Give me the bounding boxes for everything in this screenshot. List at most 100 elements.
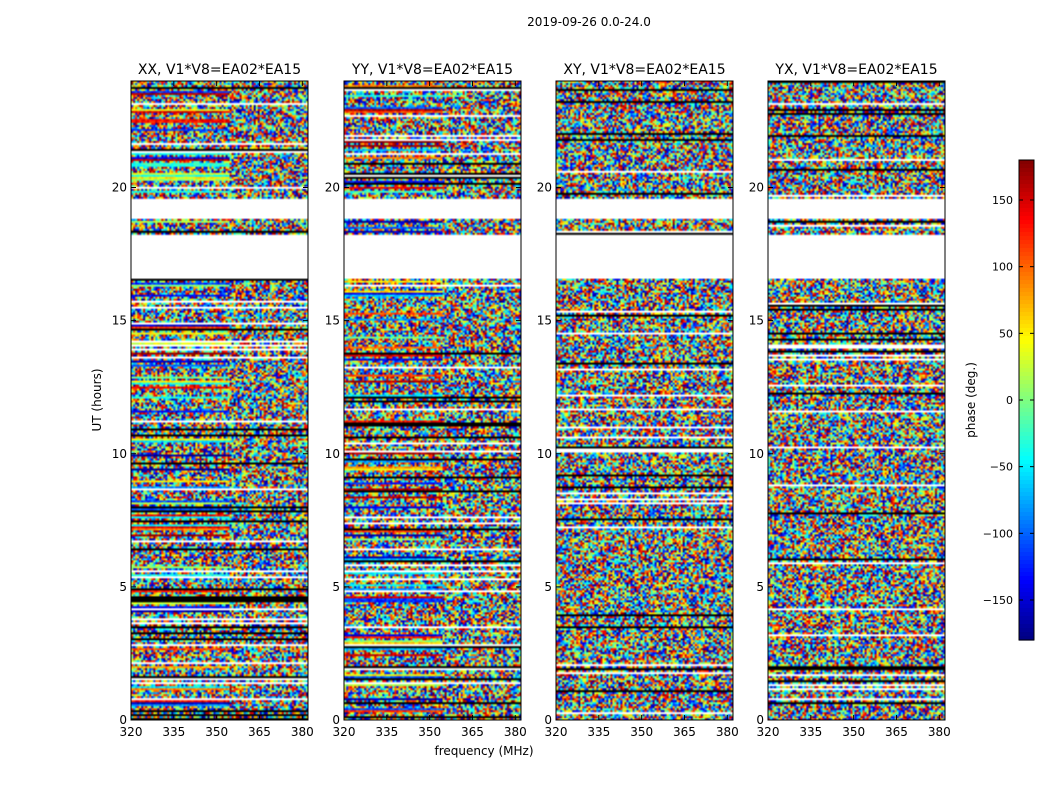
- x-tick-label: 335: [375, 725, 398, 739]
- colorbar-segment: [1019, 492, 1034, 497]
- x-tick-label: 350: [418, 725, 441, 739]
- colorbar-segment: [1019, 212, 1034, 217]
- colorbar-segment: [1019, 372, 1034, 377]
- colorbar-segment: [1019, 540, 1034, 545]
- colorbar-segment: [1019, 316, 1034, 321]
- colorbar-segment: [1019, 420, 1034, 425]
- colorbar-segment: [1019, 164, 1034, 169]
- x-tick-label: 365: [248, 725, 271, 739]
- y-tick-label: 10: [749, 447, 764, 461]
- colorbar-label: phase (deg.): [964, 362, 978, 438]
- panel-title: XX, V1*V8=EA02*EA15: [138, 62, 301, 78]
- colorbar-segment: [1019, 320, 1034, 325]
- colorbar-segment: [1019, 552, 1034, 557]
- y-tick-label: 15: [112, 314, 127, 328]
- colorbar-segment: [1019, 312, 1034, 317]
- colorbar-segment: [1019, 308, 1034, 313]
- colorbar-tick-label: 0: [1006, 394, 1013, 407]
- colorbar-segment: [1019, 364, 1034, 369]
- y-tick-label: 10: [537, 447, 552, 461]
- colorbar-segment: [1019, 396, 1034, 401]
- colorbar-segment: [1019, 192, 1034, 197]
- colorbar-segment: [1019, 532, 1034, 537]
- colorbar-segment: [1019, 528, 1034, 533]
- colorbar-segment: [1019, 572, 1034, 577]
- x-tick-label: 380: [928, 725, 951, 739]
- panel-frame: [555, 80, 734, 721]
- panel-frame: [130, 80, 309, 721]
- panel-frame: [343, 80, 522, 721]
- colorbar-segment: [1019, 636, 1034, 641]
- colorbar-segment: [1019, 424, 1034, 429]
- colorbar-segment: [1019, 280, 1034, 285]
- colorbar-segment: [1019, 208, 1034, 213]
- colorbar-segment: [1019, 436, 1034, 441]
- colorbar-segment: [1019, 288, 1034, 293]
- colorbar-segment: [1019, 508, 1034, 513]
- y-tick-label: 0: [544, 713, 552, 727]
- colorbar-segment: [1019, 560, 1034, 565]
- colorbar-segment: [1019, 348, 1034, 353]
- x-tick-label: 320: [757, 725, 780, 739]
- panel-xx: XX, V1*V8=EA02*EA15 0 5 10 15 20 320 335 350 365 3…: [112, 62, 314, 739]
- x-tick-label: 320: [545, 725, 568, 739]
- panels-group: XX, V1*V8=EA02*EA15 0 5 10 15 20 320 335 350 365 3…: [112, 62, 951, 739]
- colorbar-segment: [1019, 200, 1034, 205]
- colorbar-segment: [1019, 620, 1034, 625]
- colorbar-segment: [1019, 340, 1034, 345]
- colorbar-segment: [1019, 412, 1034, 417]
- colorbar-segment: [1019, 260, 1034, 265]
- colorbar-segment: [1019, 472, 1034, 477]
- colorbar-tick-label: −100: [983, 527, 1013, 540]
- colorbar-segment: [1019, 404, 1034, 409]
- colorbar-segment: [1019, 588, 1034, 593]
- x-tick-label: 320: [333, 725, 356, 739]
- colorbar: 150 100 50 0 −50 −100 −150: [983, 159, 1035, 641]
- colorbar-segment: [1019, 616, 1034, 621]
- x-tick-label: 350: [205, 725, 228, 739]
- colorbar-segment: [1019, 184, 1034, 189]
- colorbar-segment: [1019, 612, 1034, 617]
- colorbar-segment: [1019, 544, 1034, 549]
- colorbar-tick-label: −150: [983, 594, 1013, 607]
- colorbar-segment: [1019, 516, 1034, 521]
- x-tick-label: 335: [587, 725, 610, 739]
- colorbar-segment: [1019, 464, 1034, 469]
- panel-title: XY, V1*V8=EA02*EA15: [563, 62, 725, 78]
- phase-heatmap-image: [344, 81, 521, 720]
- colorbar-segment: [1019, 244, 1034, 249]
- colorbar-segment: [1019, 196, 1034, 201]
- x-tick-label: 365: [461, 725, 484, 739]
- x-tick-label: 335: [162, 725, 185, 739]
- colorbar-segment: [1019, 232, 1034, 237]
- colorbar-segment: [1019, 600, 1034, 605]
- colorbar-segment: [1019, 360, 1034, 365]
- y-tick-label: 15: [749, 314, 764, 328]
- colorbar-segment: [1019, 460, 1034, 465]
- y-tick-label: 15: [325, 314, 340, 328]
- colorbar-segment: [1019, 608, 1034, 613]
- y-tick-label: 20: [537, 181, 552, 195]
- x-tick-label: 320: [120, 725, 143, 739]
- colorbar-tick-label: −50: [990, 461, 1013, 474]
- colorbar-segment: [1019, 240, 1034, 245]
- colorbar-segment: [1019, 456, 1034, 461]
- colorbar-segment: [1019, 188, 1034, 193]
- colorbar-segment: [1019, 484, 1034, 489]
- y-tick-label: 20: [112, 181, 127, 195]
- colorbar-segment: [1019, 332, 1034, 337]
- y-tick-label: 0: [756, 713, 764, 727]
- colorbar-segment: [1019, 408, 1034, 413]
- colorbar-segment: [1019, 504, 1034, 509]
- colorbar-segment: [1019, 336, 1034, 341]
- colorbar-segment: [1019, 252, 1034, 257]
- colorbar-segment: [1019, 524, 1034, 529]
- y-tick-label: 5: [119, 580, 127, 594]
- y-axis-label: UT (hours): [90, 368, 104, 431]
- colorbar-segment: [1019, 268, 1034, 273]
- colorbar-segment: [1019, 172, 1034, 177]
- colorbar-segment: [1019, 384, 1034, 389]
- y-tick-label: 5: [756, 580, 764, 594]
- x-tick-label: 380: [504, 725, 527, 739]
- y-tick-label: 0: [119, 713, 127, 727]
